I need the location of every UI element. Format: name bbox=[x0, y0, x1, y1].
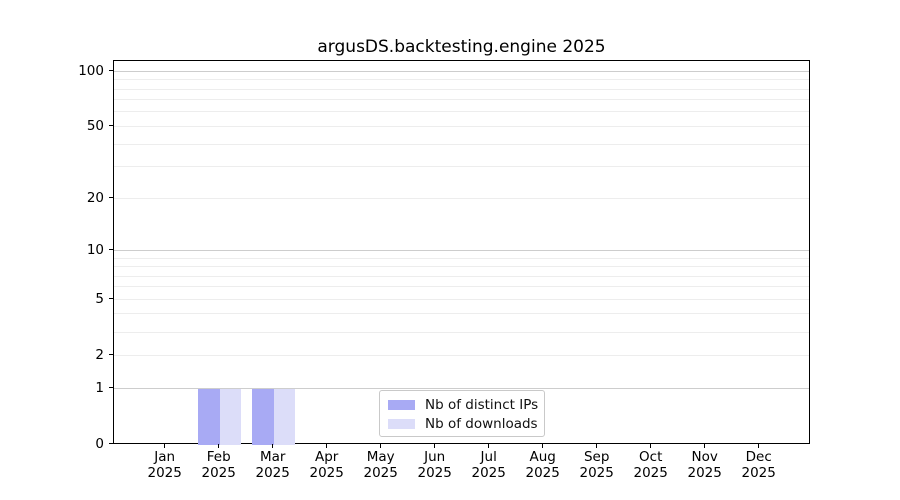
gridline-y-30 bbox=[114, 166, 809, 167]
x-tick-mark-jun bbox=[434, 444, 435, 448]
y-tick-mark-0 bbox=[109, 443, 113, 444]
gridline-y-50 bbox=[114, 126, 809, 127]
y-tick-label-50: 50 bbox=[14, 118, 104, 134]
y-tick-mark-50 bbox=[109, 125, 113, 126]
x-tick-label-dec: Dec2025 bbox=[719, 450, 799, 481]
gridline-y-9 bbox=[114, 258, 809, 259]
plot-area bbox=[113, 60, 810, 444]
legend-label-downloads: Nb of downloads bbox=[425, 416, 538, 432]
legend-label-distinct-ips: Nb of distinct IPs bbox=[425, 397, 538, 413]
bar-downloads-feb bbox=[220, 389, 242, 445]
y-tick-mark-2 bbox=[109, 354, 113, 355]
y-tick-label-0: 0 bbox=[14, 436, 104, 452]
gridline-y-6 bbox=[114, 286, 809, 287]
gridline-y-90 bbox=[114, 79, 809, 80]
y-tick-label-2: 2 bbox=[14, 347, 104, 363]
y-tick-label-100: 100 bbox=[14, 63, 104, 79]
gridline-y-7 bbox=[114, 276, 809, 277]
y-tick-mark-20 bbox=[109, 197, 113, 198]
x-tick-mark-feb bbox=[218, 444, 219, 448]
x-tick-mark-mar bbox=[272, 444, 273, 448]
x-tick-mark-aug bbox=[542, 444, 543, 448]
x-tick-mark-may bbox=[380, 444, 381, 448]
y-tick-mark-100 bbox=[109, 70, 113, 71]
legend-swatch-distinct-ips bbox=[388, 400, 415, 410]
y-tick-label-10: 10 bbox=[14, 242, 104, 258]
gridline-y-2 bbox=[114, 355, 809, 356]
gridline-y-5 bbox=[114, 299, 809, 300]
gridline-y-100 bbox=[114, 71, 809, 72]
legend-entry-distinct-ips: Nb of distinct IPs bbox=[388, 396, 536, 414]
gridline-y-4 bbox=[114, 313, 809, 314]
gridline-y-80 bbox=[114, 89, 809, 90]
gridline-y-40 bbox=[114, 144, 809, 145]
gridline-y-3 bbox=[114, 332, 809, 333]
x-tick-mark-nov bbox=[704, 444, 705, 448]
x-tick-mark-oct bbox=[650, 444, 651, 448]
gridline-y-60 bbox=[114, 111, 809, 112]
legend: Nb of distinct IPs Nb of downloads bbox=[379, 390, 545, 437]
x-tick-mark-jul bbox=[488, 444, 489, 448]
legend-entry-downloads: Nb of downloads bbox=[388, 415, 536, 433]
bar-distinct-ips-feb bbox=[198, 389, 220, 445]
y-tick-label-1: 1 bbox=[14, 380, 104, 396]
chart-title: argusDS.backtesting.engine 2025 bbox=[113, 37, 810, 57]
y-tick-mark-5 bbox=[109, 298, 113, 299]
gridline-y-10 bbox=[114, 250, 809, 251]
figure-canvas: argusDS.backtesting.engine 2025 0 1 2 5 10 20… bbox=[0, 0, 900, 500]
gridline-y-70 bbox=[114, 99, 809, 100]
gridline-y-8 bbox=[114, 266, 809, 267]
bar-downloads-mar bbox=[274, 389, 296, 445]
x-tick-mark-sep bbox=[596, 444, 597, 448]
bar-distinct-ips-mar bbox=[252, 389, 274, 445]
legend-swatch-downloads bbox=[388, 419, 415, 429]
y-tick-label-5: 5 bbox=[14, 291, 104, 307]
x-tick-mark-jan bbox=[164, 444, 165, 448]
gridline-y-20 bbox=[114, 198, 809, 199]
y-tick-label-20: 20 bbox=[14, 190, 104, 206]
x-tick-mark-dec bbox=[758, 444, 759, 448]
y-tick-mark-1 bbox=[109, 387, 113, 388]
x-tick-mark-apr bbox=[326, 444, 327, 448]
y-tick-mark-10 bbox=[109, 249, 113, 250]
